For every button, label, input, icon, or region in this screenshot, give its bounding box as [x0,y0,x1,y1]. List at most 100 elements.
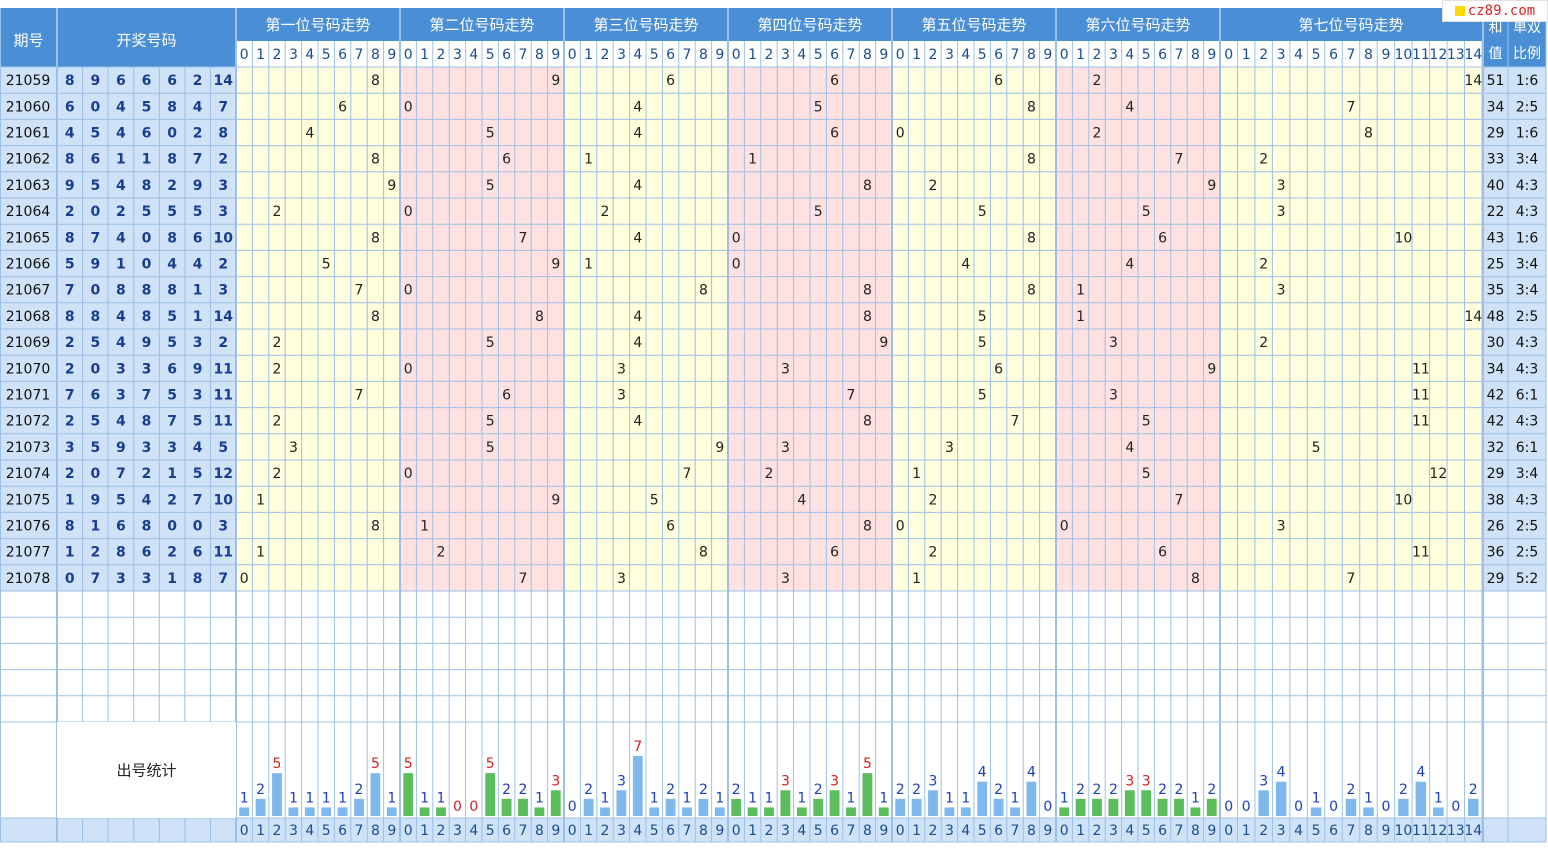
sum-cell: 33 [1487,152,1505,168]
period-cell: 21061 [6,126,51,142]
draw-number: 7 [167,414,177,430]
ratio-cell: 4:3 [1516,335,1539,351]
trend-mark: 5 [978,388,987,404]
trend-mark: 6 [830,545,839,561]
trend-mark: 9 [1207,178,1216,194]
trend-mark: 8 [371,73,380,89]
draw-number: 0 [142,230,152,246]
trend-mark: 8 [1191,571,1200,587]
footer-digit-label: 9 [1381,823,1390,839]
stat-bar [255,798,266,816]
digit-header-label: 6 [1329,47,1338,63]
draw-number: 9 [90,73,100,89]
digit-header-label: 2 [1259,47,1268,63]
draw-number: 2 [65,204,75,220]
footer-digit-label: 3 [945,823,954,839]
period-cell: 21071 [6,388,51,404]
trend-mark: 0 [1060,519,1069,535]
trend-mark: 8 [699,283,708,299]
digit-header-label: 5 [486,47,495,63]
digit-header-label: 3 [1277,47,1286,63]
stat-bar [1206,798,1217,816]
draw-number: 7 [116,466,126,482]
stat-value: 2 [1076,782,1085,798]
stat-value: 2 [1207,782,1216,798]
trend-mark: 11 [1412,388,1430,404]
stat-value: 2 [502,782,511,798]
period-cell: 21060 [6,99,51,115]
stat-bar [288,807,299,816]
stat-bar [1415,781,1427,816]
stat-bar [1275,781,1287,816]
footer-digit-label: 7 [519,823,528,839]
stat-value: 1 [683,790,692,806]
draw-number: 2 [167,545,177,561]
trend-mark: 1 [912,466,921,482]
footer-digit-label: 0 [240,823,249,839]
stat-value: 2 [1175,782,1184,798]
digit-header-label: 2 [601,47,610,63]
draw-number: 10 [213,230,233,246]
trend-mark: 4 [1125,440,1134,456]
sum-cell: 26 [1487,519,1505,535]
sum-cell: 34 [1487,99,1505,115]
draw-number: 9 [90,257,100,273]
trend-mark: 7 [1011,414,1020,430]
digit-header-label: 3 [453,47,462,63]
stat-value: 0 [1451,799,1460,815]
trend-mark: 2 [929,492,938,508]
digit-header-label: 12 [1429,47,1447,63]
draw-number: 3 [116,388,126,404]
draw-number: 1 [167,466,177,482]
draw-number: 8 [65,73,75,89]
watermark[interactable]: cz89.com [1442,0,1548,22]
trend-mark: 10 [1394,230,1412,246]
stat-value: 0 [568,799,577,815]
trend-mark: 9 [551,73,560,89]
footer-digit-label: 5 [1142,823,1151,839]
footer-digit-label: 4 [469,823,478,839]
trend-mark: 6 [994,73,1003,89]
footer-digit-label: 4 [961,823,970,839]
draw-number: 0 [193,519,203,535]
draw-number: 3 [218,204,228,220]
ratio-cell: 3:4 [1516,152,1539,168]
footer-digit-label: 2 [929,823,938,839]
footer-digit-label: 9 [879,823,888,839]
trend-mark: 0 [896,126,905,142]
stat-bar [1398,798,1409,816]
digit-header-label: 2 [437,47,446,63]
digit-header-label: 5 [1312,47,1321,63]
stat-bar [928,790,938,816]
period-cell: 21059 [6,73,51,89]
digit-header-label: 7 [519,47,528,63]
stat-value: 3 [617,773,626,789]
digit-header-label: 2 [1093,47,1102,63]
trend-mark: 2 [273,466,282,482]
trend-mark: 3 [617,388,626,404]
draw-number: 8 [65,230,75,246]
trend-mark: 7 [1175,492,1184,508]
trend-mark: 4 [633,309,642,325]
footer-digit-label: 4 [1294,823,1303,839]
stat-value: 3 [929,773,938,789]
ratio-cell: 2:5 [1516,99,1539,115]
draw-number: 8 [65,152,75,168]
sum-cell: 29 [1487,466,1505,482]
footer-digit-label: 1 [584,823,593,839]
trend-mark: 5 [486,335,495,351]
trend-mark: 6 [994,361,1003,377]
draw-number: 5 [167,309,177,325]
draw-number: 2 [193,126,203,142]
trend-mark: 4 [633,414,642,430]
footer-digit-label: 0 [404,823,413,839]
trend-mark: 3 [1277,178,1286,194]
footer-digit-label: 7 [1347,823,1356,839]
period-cell: 21062 [6,152,51,168]
digit-header-label: 5 [1142,47,1151,63]
stat-value: 0 [1224,799,1233,815]
period-cell: 21064 [6,204,51,220]
period-cell: 21065 [6,230,51,246]
trend-mark: 7 [355,283,364,299]
trend-mark: 2 [765,466,774,482]
